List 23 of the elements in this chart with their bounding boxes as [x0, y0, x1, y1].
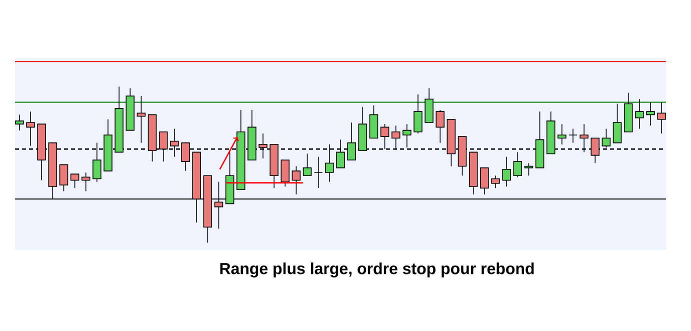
candlestick	[646, 102, 655, 126]
candlestick	[568, 128, 578, 144]
text: Range plus large, ordre stop pour rebond	[220, 262, 534, 278]
candlestick	[81, 172, 90, 192]
candlestick	[302, 153, 312, 176]
candlestick	[59, 164, 68, 192]
candlestick	[436, 110, 445, 144]
candlestick	[612, 103, 622, 144]
candlestick	[280, 160, 290, 187]
candlestick	[513, 152, 522, 178]
candlestick	[292, 166, 301, 195]
candlestick	[558, 124, 566, 145]
candlestick	[502, 156, 511, 187]
candlestick	[424, 88, 434, 123]
candlestick	[314, 156, 323, 188]
candlestick	[414, 94, 422, 134]
candlestick	[70, 174, 80, 188]
candlestick	[136, 96, 146, 144]
candlestick	[369, 104, 378, 139]
candlestick	[635, 98, 644, 130]
candlestick	[480, 167, 489, 195]
candlestick	[491, 175, 500, 188]
candlestick	[26, 111, 35, 146]
